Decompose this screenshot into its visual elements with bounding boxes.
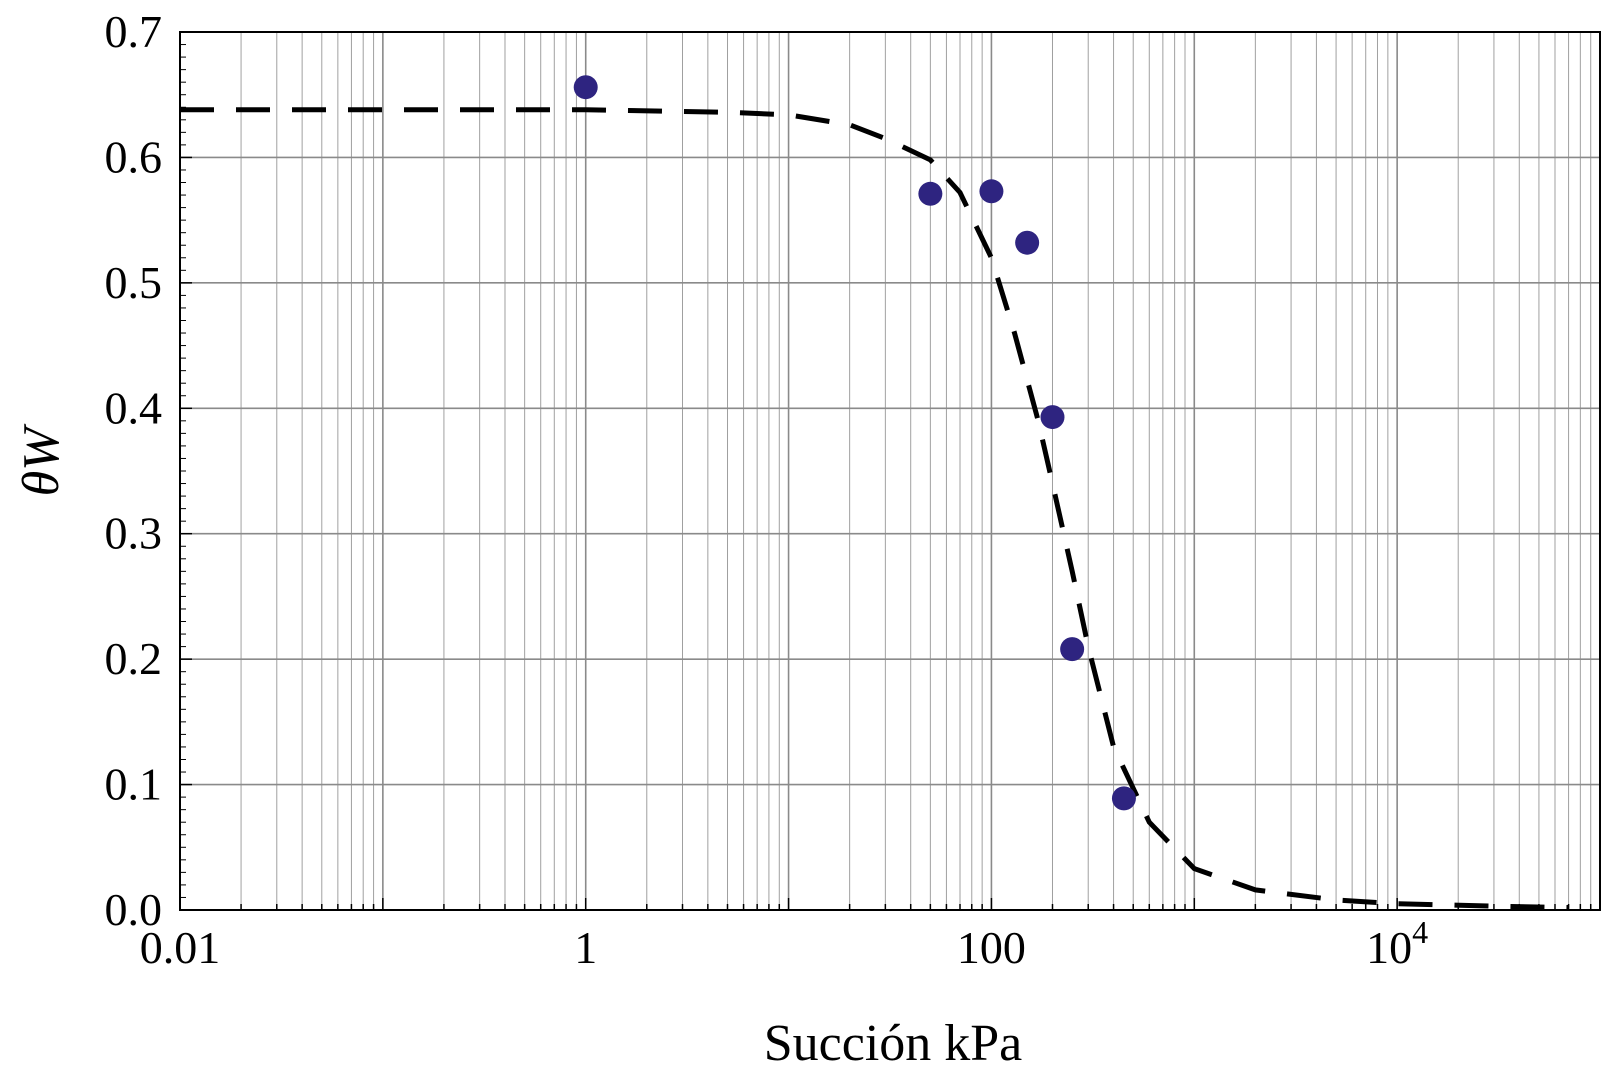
x-tick-label: 104 — [1366, 914, 1428, 973]
data-points — [573, 75, 1136, 811]
data-point — [573, 75, 598, 100]
y-tick-label: 0.3 — [105, 508, 163, 559]
data-point — [1040, 405, 1065, 430]
x-tick-label: 0.01 — [140, 922, 221, 973]
x-tick-label: 1 — [574, 922, 597, 973]
y-tick-label: 0.5 — [105, 257, 163, 308]
data-point — [1111, 786, 1136, 811]
x-tick-label-base: 100 — [957, 922, 1026, 973]
plot-frame — [179, 31, 1601, 911]
x-tick-label-base: 1 — [574, 922, 597, 973]
y-tick-label: 0.0 — [105, 884, 163, 935]
y-tick-label: 0.7 — [105, 6, 163, 57]
data-point — [1060, 637, 1085, 662]
y-axis-title: θW — [13, 423, 70, 497]
y-tick-label: 0.2 — [105, 633, 163, 684]
fitted-curve-path — [180, 107, 1569, 910]
fitted-curve — [180, 107, 1569, 910]
data-point — [918, 181, 943, 206]
data-point — [1015, 230, 1040, 255]
x-tick-label-base: 10 — [1366, 922, 1412, 973]
data-point — [979, 179, 1004, 204]
x-axis-title: Succión kPa — [764, 1015, 1023, 1072]
minor-grid — [240, 32, 1592, 910]
y-tick-label: 0.6 — [105, 131, 163, 182]
y-tick-label: 0.4 — [105, 382, 163, 433]
x-tick-label: 100 — [957, 922, 1026, 973]
x-tick-label-superscript: 4 — [1412, 914, 1428, 950]
y-tick-label: 0.1 — [105, 759, 163, 810]
x-tick-label-base: 0.01 — [140, 922, 221, 973]
x-tick-labels: 0.01 1 100 104 — [140, 914, 1428, 973]
y-tick-labels: 0.0 0.1 0.2 0.3 0.4 0.5 0.6 0.7 — [105, 6, 163, 935]
